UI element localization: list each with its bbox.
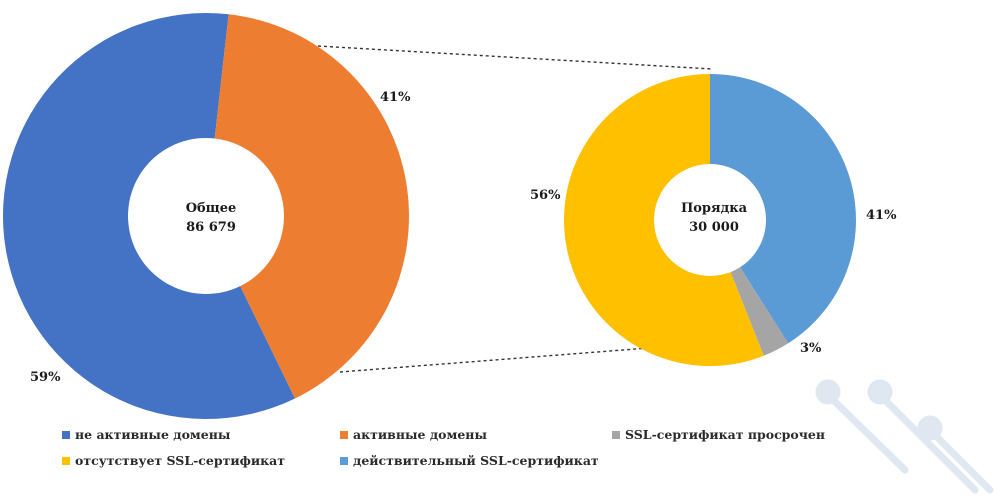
legend-swatch bbox=[62, 456, 70, 465]
watermark-icon bbox=[815, 379, 994, 494]
data-label-valid-ssl: 41% bbox=[866, 208, 897, 223]
pie-slice-active bbox=[214, 14, 410, 399]
legend-swatch bbox=[612, 430, 620, 439]
center-title-general: Общее bbox=[186, 201, 237, 216]
legend-swatch bbox=[340, 430, 348, 439]
legend-label: активные домены bbox=[353, 427, 487, 442]
pie-chart-ssl bbox=[564, 74, 856, 366]
legend-label: действительный SSL-сертификат bbox=[353, 453, 599, 468]
data-label-missing-ssl: 56% bbox=[530, 188, 561, 203]
center-value-general: 86 679 bbox=[186, 220, 236, 235]
legend-item-expired: SSL-сертификат просрочен bbox=[612, 427, 825, 442]
pie-slice-valid-ssl bbox=[710, 74, 856, 344]
data-label-active: 41% bbox=[380, 90, 411, 105]
pie-slice-inactive bbox=[3, 13, 295, 420]
legend-swatch bbox=[62, 430, 70, 439]
pie-chart-general bbox=[3, 13, 410, 420]
center-value-ssl: 30 000 bbox=[689, 220, 739, 235]
legend-item-inactive: не активные домены bbox=[62, 427, 230, 442]
legend-item-active: активные домены bbox=[340, 427, 487, 442]
legend-swatch bbox=[340, 456, 348, 465]
legend-item-valid: действительный SSL-сертификат bbox=[340, 453, 599, 468]
center-title-ssl: Порядка bbox=[681, 201, 748, 216]
pie-slice-expired-ssl bbox=[730, 267, 789, 356]
pie-slice-missing-ssl bbox=[564, 74, 764, 366]
data-label-expired-ssl: 3% bbox=[800, 341, 822, 356]
legend-label: SSL-сертификат просрочен bbox=[625, 427, 826, 442]
connector-line-top bbox=[317, 45, 713, 70]
data-label-inactive: 59% bbox=[30, 370, 61, 385]
legend-label: не активные домены bbox=[75, 427, 231, 442]
legend-item-missing: отсутствует SSL-сертификат bbox=[62, 453, 285, 468]
legend-label: отсутствует SSL-сертификат bbox=[75, 453, 286, 468]
